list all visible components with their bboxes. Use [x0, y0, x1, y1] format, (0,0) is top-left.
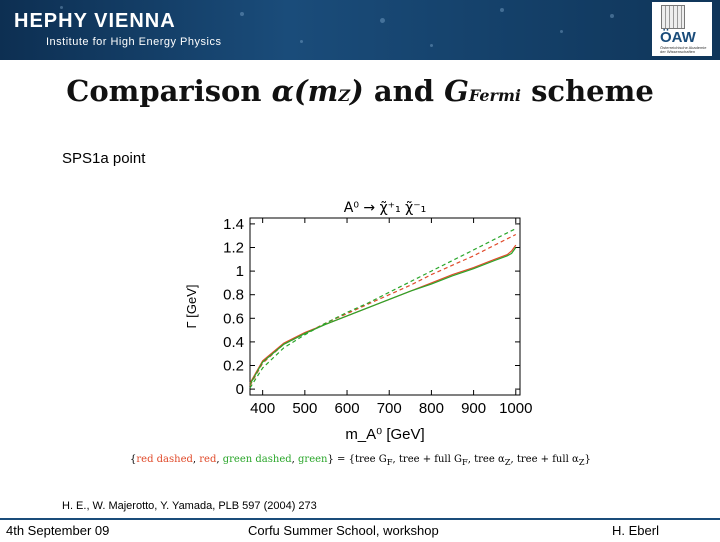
legend-lhs-2: green dashed [222, 454, 292, 465]
legend-rhs-0: tree G [354, 454, 387, 465]
series-line-2 [249, 228, 517, 389]
footer: 4th September 09 Corfu Summer School, wo… [0, 518, 720, 542]
alpha-symbol: α(mZ) [271, 74, 364, 108]
reference: H. E., W. Majerotto, Y. Yamada, PLB 597 … [62, 500, 317, 512]
footer-event: Corfu Summer School, workshop [248, 523, 439, 538]
legend-lhs-3: green [298, 454, 328, 465]
title-suffix: scheme [531, 74, 654, 108]
y-tick-label: 0.4 [223, 334, 244, 351]
y-tick-label: 1.4 [223, 216, 244, 233]
x-axis-label: m_A⁰ [GeV] [345, 426, 424, 443]
chart-title: A⁰ → χ̃⁺₁ χ̃⁻₁ [344, 200, 426, 216]
y-axis-label: Γ [GeV] [184, 284, 199, 328]
y-tick-label: 0 [236, 381, 244, 398]
gfermi-symbol: GFermi [444, 74, 521, 108]
building-icon [661, 5, 685, 29]
x-tick-label: 600 [335, 400, 360, 417]
oaw-logo: ÖAW Österreichische Akademie der Wissens… [652, 2, 712, 56]
title-prefix: Comparison [66, 74, 262, 108]
legend-lhs-0: red dashed [136, 454, 193, 465]
logo-text: ÖAW [660, 29, 696, 46]
y-tick-label: 0.8 [223, 287, 244, 304]
y-tick-label: 0.6 [223, 310, 244, 327]
x-tick-label: 1000 [499, 400, 532, 417]
width-chart: 0 0.2 0.4 0.6 0.8 1 1.2 1.4 400 500 600 700 800 900 10… [184, 200, 532, 443]
y-tick-label: 1.2 [223, 240, 244, 257]
legend: {red dashed, red, green dashed, green} =… [130, 454, 591, 467]
x-tick-label: 900 [461, 400, 486, 417]
title-mid: and [373, 74, 434, 108]
brand-logo: HEPHY VIENNA [14, 10, 176, 32]
footer-date: 4th September 09 [6, 523, 110, 538]
legend-rhs-1: tree + full G [398, 454, 462, 465]
slide-title: Comparison α(mZ) and GFermi scheme [0, 74, 720, 108]
institute-name: Institute for High Energy Physics [46, 36, 222, 48]
legend-rhs-3: tree + full α [516, 454, 579, 465]
series-line-1 [249, 244, 517, 384]
y-tick-label: 1 [236, 263, 244, 280]
legend-lhs-1: red [199, 454, 217, 465]
series-line-0 [249, 233, 517, 386]
x-tick-label: 500 [292, 400, 317, 417]
x-tick-label: 400 [250, 400, 275, 417]
legend-rhs-2: tree α [474, 454, 505, 465]
sps1a-label: SPS1a point [62, 150, 146, 167]
x-tick-label: 800 [419, 400, 444, 417]
series-line-3 [249, 247, 517, 385]
plot-frame [249, 217, 521, 396]
x-tick-label: 700 [377, 400, 402, 417]
y-tick-label: 0.2 [223, 358, 244, 375]
logo-subtext: Österreichische Akademie der Wissenschaf… [660, 45, 707, 54]
footer-author: H. Eberl [612, 523, 659, 538]
header-banner: HEPHY VIENNA Institute for High Energy P… [0, 0, 720, 60]
